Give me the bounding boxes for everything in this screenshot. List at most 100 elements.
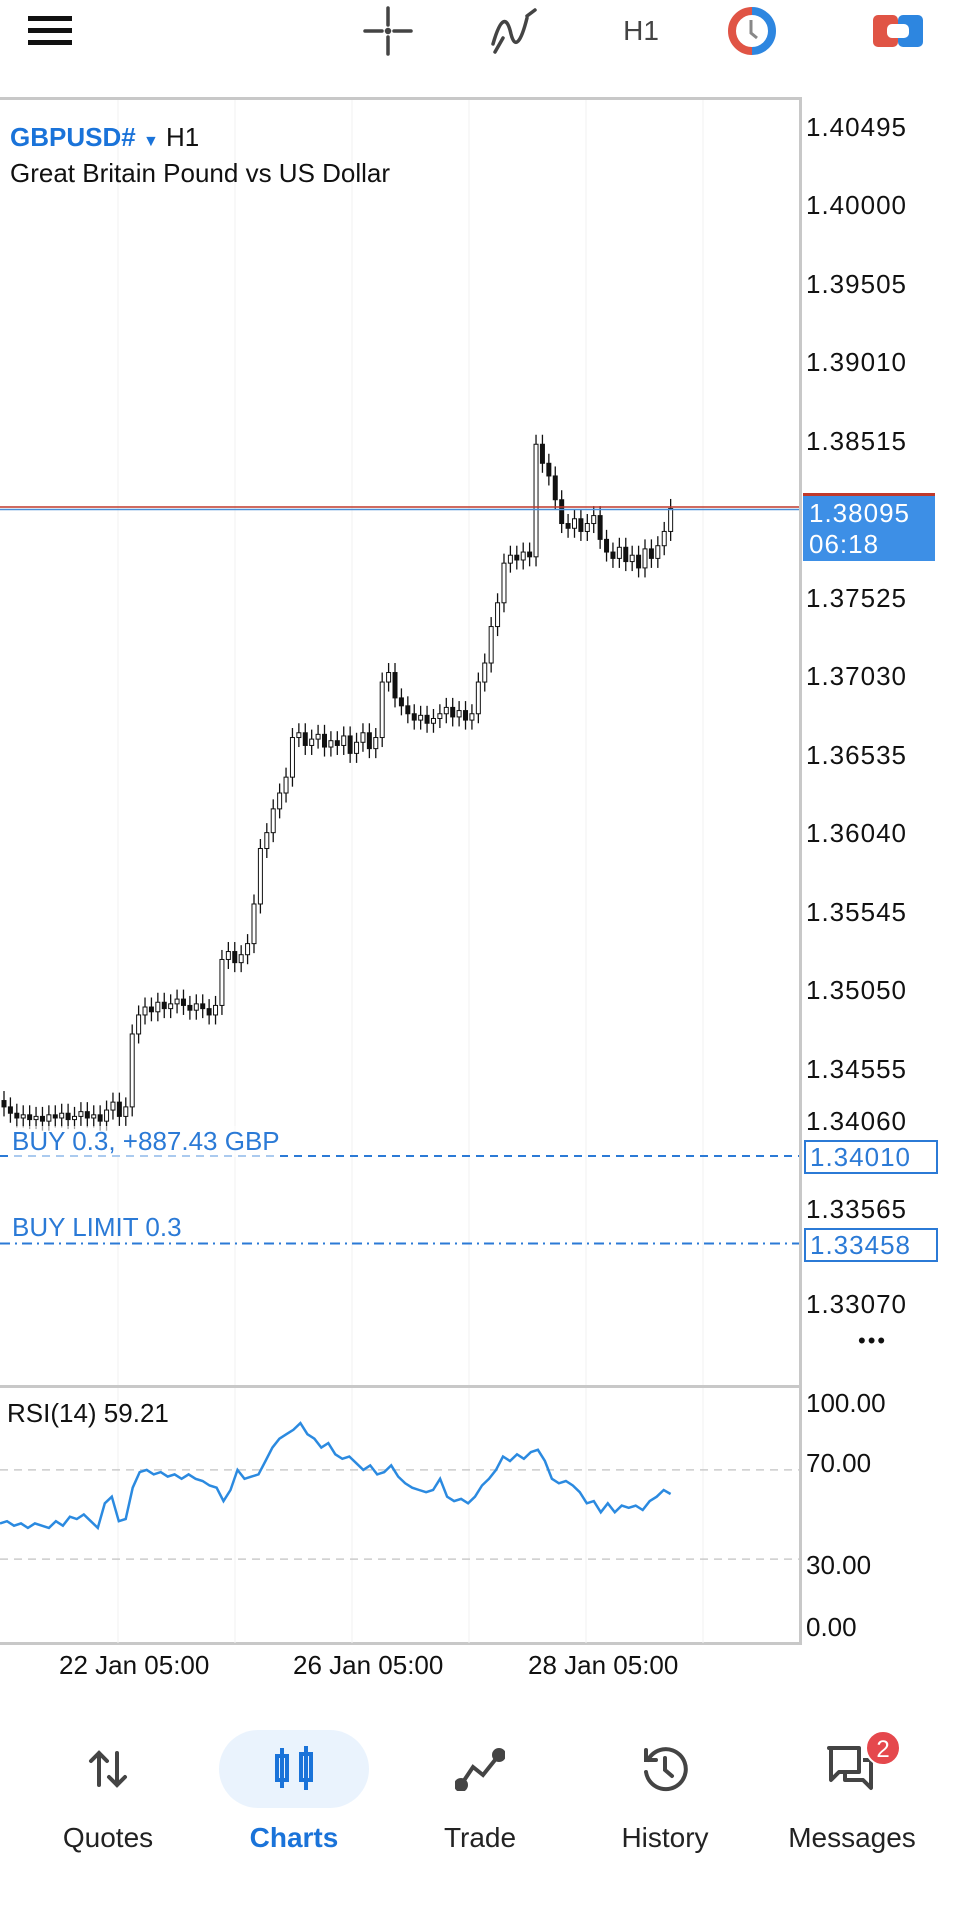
crosshair-button[interactable] [360,6,416,56]
trade-icon [455,1748,505,1791]
unread-badge: 2 [865,1730,901,1766]
price-tick: 1.34060 [806,1106,907,1136]
more-options-button[interactable]: ••• [858,1328,888,1353]
candle-body [386,672,392,683]
candle-body [571,518,577,529]
history-icon [644,1747,688,1792]
candle-body [104,1109,110,1122]
candle-body [347,735,353,754]
nav-label: Charts [249,1822,339,1853]
rsi-label: RSI(14) 59.21 [7,1398,169,1428]
timeframe-button[interactable]: H1 [613,6,669,56]
buy-limit-price-tag[interactable]: 1.33458 [804,1228,938,1262]
objects-icon [873,15,923,47]
rsi-tick: 100.00 [806,1388,886,1418]
nav-charts[interactable]: Charts [209,1730,379,1860]
price-tick: 1.36040 [806,818,907,849]
bar-countdown: 06:18 [809,529,880,559]
price-tick: 1.33070 [806,1289,907,1320]
time-tick: 26 Jan 05:00 [293,1650,444,1680]
candle-body [219,958,225,1006]
candle-body [424,714,430,724]
candle-body [193,1003,199,1011]
candle-body [283,776,289,794]
dropdown-icon[interactable]: ▼ [142,133,159,150]
indicators-button[interactable] [486,6,542,56]
candle-body [322,733,327,748]
objects-button[interactable] [870,6,926,56]
candle-body [405,705,411,715]
nav-trade[interactable]: Trade [395,1730,565,1860]
candle-body [97,1114,103,1122]
candle-body [20,1114,26,1119]
nav-quotes[interactable]: Quotes [23,1730,193,1860]
candle-body [174,998,180,1005]
candle-body [597,515,603,540]
chart-timeframe: H1 [166,122,200,152]
candle-body [398,697,404,707]
candle-body [475,681,481,715]
candle-body [180,998,186,1006]
nav-label: Trade [443,1822,517,1853]
price-tick: 1.35050 [806,975,907,1006]
candle-body [289,737,295,778]
menu-button[interactable] [22,6,78,56]
candle-body [514,554,520,561]
candle-body [604,538,610,553]
candle-body [648,548,654,559]
candle-body [546,462,552,477]
candle-body [72,1115,78,1121]
candle-body [136,1014,142,1035]
nav-label: Messages [788,1822,916,1853]
candle-body [488,626,494,664]
candle-body [155,1001,161,1013]
candle-body [360,732,366,743]
one-click-trading-button[interactable] [724,6,780,56]
candle-body [482,662,488,683]
candle-body [411,713,417,721]
candle-body [495,602,501,628]
buy-order-price-tag[interactable]: 1.34010 [804,1140,938,1174]
one-click-trading-icon [728,7,776,55]
candle-body [84,1111,90,1119]
nav-messages[interactable]: 2 Messages [767,1730,937,1860]
candle-body [469,713,475,721]
candle-body [14,1112,20,1119]
candle-body [584,523,590,532]
candle-body [623,546,629,563]
buy-limit-order-label[interactable]: BUY LIMIT 0.3 [12,1212,182,1242]
rsi-line [0,1421,672,1531]
candle-body [302,732,308,746]
rsi-panel[interactable]: RSI(14) 59.21 [0,1385,802,1645]
candle-body [277,792,283,810]
candle-body [251,903,257,945]
rsi-tick: 0.00 [806,1612,857,1642]
candle-body [257,847,263,905]
candle-body [341,735,347,746]
candle-body [148,1006,154,1013]
symbol-header[interactable]: GBPUSD# ▼ H1 [10,122,199,153]
indicators-icon [491,8,537,54]
price-tick: 1.33565 [806,1194,907,1224]
charts-icon [275,1746,313,1790]
candle-body [379,681,385,739]
candle-body [39,1115,45,1122]
candle-body [187,1004,193,1011]
candle-body [116,1101,122,1117]
candle-body [552,475,558,501]
symbol-description: Great Britain Pound vs US Dollar [10,158,391,188]
candle-body [392,672,398,699]
price-tick: 1.37525 [806,582,907,613]
buy-order-label[interactable]: BUY 0.3, +887.43 GBP [12,1126,280,1157]
rsi-tick: 70.00 [806,1448,872,1478]
candle-body [206,1008,212,1016]
candle-body [430,718,436,724]
candle-body [270,808,276,834]
symbol-name[interactable]: GBPUSD# [10,122,136,152]
nav-history[interactable]: History [580,1730,750,1860]
candle-body [27,1114,33,1121]
candle-body [527,551,533,558]
time-tick: 28 Jan 05:00 [528,1650,679,1680]
price-chart[interactable]: GBPUSD# ▼ H1 Great Britain Pound vs US D… [0,97,802,1385]
candle-body [334,740,340,746]
